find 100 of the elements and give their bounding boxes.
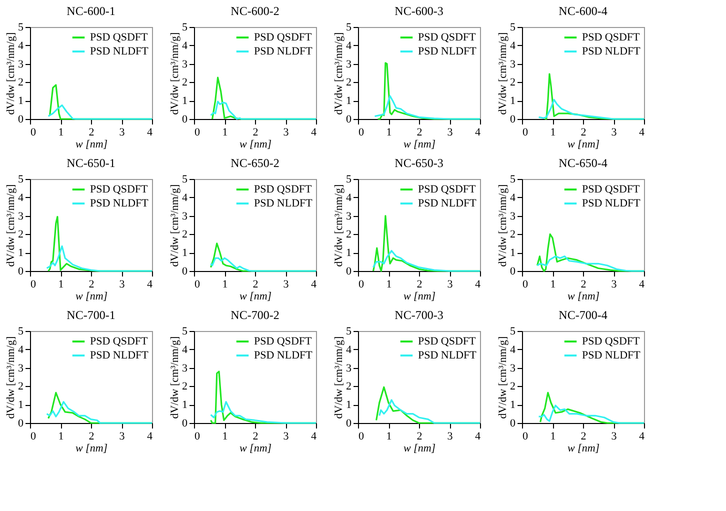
y-tick-label: 1 <box>18 399 24 412</box>
y-axis-title: dV/dw [cm³/nm/g] <box>5 336 17 419</box>
legend-label: PSD NLDFT <box>90 350 149 362</box>
y-tick-label: 1 <box>346 247 352 260</box>
y-tick-label: 4 <box>346 192 352 204</box>
y-tick-label: 1 <box>18 247 24 260</box>
x-tick-label: 0 <box>30 430 36 442</box>
y-tick-label: 2 <box>182 228 188 241</box>
y-tick-label: 1 <box>510 95 516 108</box>
x-tick-label: 0 <box>358 126 364 138</box>
x-axis-title: w [nm] <box>403 442 436 454</box>
legend-label: PSD NLDFT <box>90 198 149 210</box>
y-tick-label: 1 <box>182 95 188 108</box>
legend-label: PSD NLDFT <box>254 46 313 58</box>
y-tick-label: 0 <box>346 114 352 126</box>
y-tick-label: 5 <box>18 174 24 186</box>
chart-title: NC-600-2 <box>230 4 280 18</box>
x-tick-label: 0 <box>358 278 364 290</box>
line-series <box>210 100 317 120</box>
y-axis-title: dV/dw [cm³/nm/g] <box>333 32 345 115</box>
legend-label: PSD NLDFT <box>254 198 313 210</box>
y-tick-label: 1 <box>346 399 352 412</box>
y-axis-title: dV/dw [cm³/nm/g] <box>497 336 509 419</box>
line-series <box>538 98 645 120</box>
line-series <box>378 399 481 424</box>
y-axis-title: dV/dw [cm³/nm/g] <box>169 336 181 419</box>
x-tick-label: 1 <box>386 430 392 442</box>
x-tick-label: 4 <box>147 278 153 290</box>
x-axis-title: w [nm] <box>75 138 108 150</box>
x-axis-title: w [nm] <box>567 290 600 302</box>
y-tick-label: 1 <box>182 399 188 412</box>
y-tick-label: 4 <box>346 40 352 52</box>
chart-title: NC-700-4 <box>558 308 608 322</box>
chart-title: NC-700-1 <box>66 308 116 322</box>
y-tick-label: 3 <box>18 58 24 70</box>
x-tick-label: 1 <box>550 278 556 290</box>
x-tick-label: 2 <box>416 278 422 290</box>
x-tick-label: 3 <box>447 126 454 138</box>
legend-label: PSD NLDFT <box>418 350 477 362</box>
chart-title: NC-700-3 <box>394 308 444 322</box>
x-tick-label: 4 <box>147 126 153 138</box>
x-tick-label: 2 <box>580 126 586 138</box>
legend-label: PSD QSDFT <box>582 184 640 196</box>
y-tick-label: 3 <box>18 210 24 222</box>
legend-label: PSD QSDFT <box>418 184 476 196</box>
x-tick-label: 1 <box>222 278 228 290</box>
chart-title: NC-600-3 <box>394 4 444 18</box>
x-tick-label: 0 <box>30 126 36 138</box>
x-tick-label: 0 <box>522 430 528 442</box>
y-tick-label: 0 <box>18 418 24 430</box>
y-tick-label: 4 <box>346 344 352 356</box>
y-tick-label: 0 <box>510 418 516 430</box>
x-tick-label: 4 <box>639 278 645 290</box>
y-tick-label: 4 <box>510 344 516 356</box>
y-tick-label: 2 <box>510 228 516 241</box>
y-axis-title: dV/dw [cm³/nm/g] <box>169 32 181 115</box>
y-axis-title: dV/dw [cm³/nm/g] <box>333 184 345 267</box>
x-tick-label: 1 <box>386 278 392 290</box>
x-axis-title: w [nm] <box>403 290 436 302</box>
y-tick-label: 4 <box>18 40 24 52</box>
line-series <box>46 401 153 424</box>
y-tick-label: 3 <box>182 210 188 222</box>
y-tick-label: 5 <box>18 22 24 34</box>
line-series <box>372 250 481 272</box>
y-tick-label: 3 <box>182 58 188 70</box>
x-tick-label: 4 <box>311 430 317 442</box>
x-axis-title: w [nm] <box>567 442 600 454</box>
x-tick-label: 1 <box>550 430 556 442</box>
legend-label: PSD QSDFT <box>254 32 312 44</box>
chart-title: NC-650-1 <box>66 156 116 170</box>
y-axis-title: dV/dw [cm³/nm/g] <box>497 184 509 267</box>
y-tick-label: 2 <box>346 76 352 89</box>
x-tick-label: 0 <box>30 278 36 290</box>
y-tick-label: 2 <box>510 380 516 393</box>
legend-label: PSD QSDFT <box>254 184 312 196</box>
legend-label: PSD QSDFT <box>90 32 148 44</box>
x-tick-label: 3 <box>447 430 454 442</box>
legend-label: PSD QSDFT <box>90 184 148 196</box>
y-tick-label: 5 <box>182 174 188 186</box>
line-series <box>46 245 153 272</box>
y-tick-label: 4 <box>510 192 516 204</box>
y-tick-label: 2 <box>182 380 188 393</box>
y-tick-label: 2 <box>510 76 516 89</box>
y-tick-label: 5 <box>510 22 516 34</box>
x-tick-label: 2 <box>252 430 258 442</box>
y-tick-label: 1 <box>182 247 188 260</box>
y-tick-label: 4 <box>182 192 188 204</box>
x-tick-label: 2 <box>88 278 94 290</box>
line-series <box>374 95 481 120</box>
legend-label: PSD QSDFT <box>90 336 148 348</box>
chart-title: NC-650-2 <box>230 156 280 170</box>
line-series <box>210 257 317 272</box>
y-tick-label: 4 <box>182 344 188 356</box>
y-tick-label: 5 <box>182 22 188 34</box>
y-tick-label: 0 <box>346 266 352 278</box>
y-tick-label: 5 <box>182 326 188 338</box>
legend-label: PSD QSDFT <box>582 32 640 44</box>
legend-label: PSD QSDFT <box>418 32 476 44</box>
y-tick-label: 2 <box>346 380 352 393</box>
y-tick-label: 1 <box>510 399 516 412</box>
